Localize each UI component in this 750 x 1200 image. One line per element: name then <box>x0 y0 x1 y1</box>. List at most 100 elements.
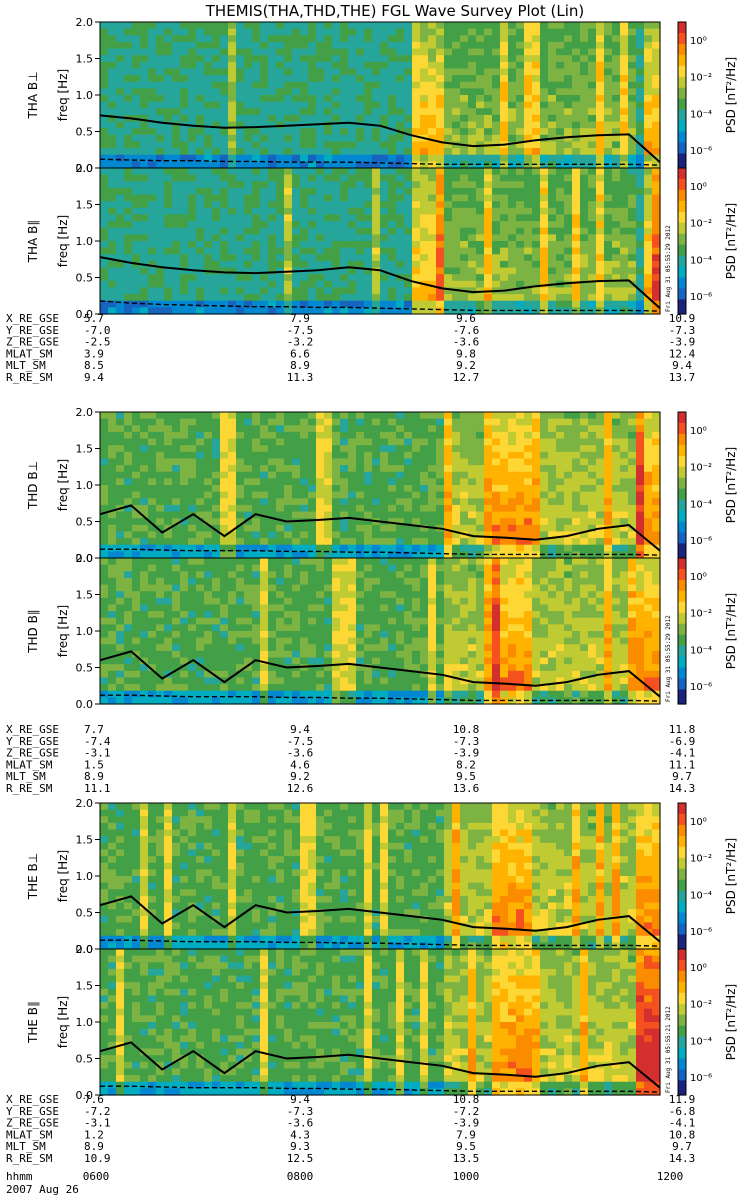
spectrogram-cell <box>636 35 645 43</box>
y-tick-label: 0.5 <box>76 516 94 529</box>
spectrogram-cell <box>596 445 605 453</box>
spectrogram-cell <box>556 458 565 466</box>
spectrogram-cell <box>116 558 125 566</box>
spectrogram-cell <box>188 201 197 209</box>
spectrogram-cell <box>644 221 653 229</box>
spectrogram-cell <box>532 280 541 289</box>
spectrogram-cell <box>468 491 477 499</box>
spectrogram-cell <box>228 551 237 559</box>
spectrogram-cell <box>468 201 477 209</box>
spectrogram-cell <box>236 498 245 506</box>
spectrogram-cell <box>324 128 333 136</box>
spectrogram-cell <box>604 465 613 473</box>
spectrogram-cell <box>116 431 125 440</box>
spectrogram-cell <box>460 294 469 302</box>
spectrogram-cell <box>516 518 525 526</box>
spectrogram-cell <box>148 538 157 546</box>
spectrogram-cell <box>108 207 117 216</box>
spectrogram-cell <box>612 254 621 262</box>
y-axis-label: freq [Hz] <box>56 69 70 121</box>
spectrogram-cell <box>556 425 565 433</box>
y-axis-label: freq [Hz] <box>56 215 70 267</box>
spectrogram-cell <box>548 41 557 50</box>
spectrogram-cell <box>428 511 437 519</box>
spectrogram-cell <box>468 194 477 202</box>
spectrogram-cell <box>124 504 133 513</box>
spectrogram-cell <box>460 544 469 552</box>
spectrogram-cell <box>564 22 573 30</box>
spectrogram-cell <box>476 254 485 262</box>
spectrogram-cell <box>244 227 253 235</box>
spectrogram-cell <box>580 128 589 136</box>
spectrogram-cell <box>196 418 205 426</box>
spectrogram-cell <box>332 254 341 262</box>
spectrogram-cell <box>412 438 421 446</box>
spectrogram-cell <box>300 518 309 526</box>
spectrogram-cell <box>220 187 229 196</box>
spectrogram-cell <box>204 81 213 89</box>
spectrogram-cell <box>148 577 157 586</box>
spectrogram-cell <box>636 41 645 50</box>
spectrogram-cell <box>452 498 461 506</box>
spectrogram-cell <box>300 418 309 426</box>
spectrogram-cell <box>332 458 341 466</box>
spectrogram-cell <box>444 518 453 526</box>
spectrogram-cell <box>116 438 125 446</box>
spectrogram-cell <box>548 254 557 262</box>
spectrogram-cell <box>356 294 365 302</box>
spectrogram-cell <box>644 68 653 76</box>
spectrogram-cell <box>164 478 173 486</box>
spectrogram-cell <box>268 267 277 275</box>
spectrogram-cell <box>276 35 285 43</box>
spectrogram-cell <box>132 148 141 156</box>
spectrogram-cell <box>572 61 581 70</box>
spectrogram-cell <box>284 22 293 30</box>
spectrogram-cell <box>452 524 461 533</box>
spectrogram-cell <box>500 194 509 202</box>
spectrogram-cell <box>508 425 517 433</box>
spectrogram-cell <box>468 478 477 486</box>
spectrogram-cell <box>484 260 493 269</box>
spectrogram-cell <box>460 485 469 493</box>
spectrogram-cell <box>596 438 605 446</box>
spectrogram-cell <box>364 108 373 116</box>
spectrogram-cell <box>228 101 237 109</box>
spectrogram-cell <box>380 300 389 308</box>
spectrogram-cell <box>332 128 341 136</box>
colorbar-segment <box>678 32 686 38</box>
spectrogram-cell <box>340 28 349 36</box>
spectrogram-cell <box>516 280 525 289</box>
spectrogram-cell <box>156 101 165 109</box>
spectrogram-cell <box>300 234 309 242</box>
spectrogram-cell <box>628 141 637 149</box>
colorbar-segment <box>678 415 686 420</box>
spectrogram-cell <box>228 181 237 189</box>
spectrogram-cell <box>548 181 557 189</box>
spectrogram-cell <box>148 95 157 103</box>
spectrogram-cell <box>468 300 477 308</box>
spectrogram-cell <box>572 148 581 156</box>
spectrogram-cell <box>476 491 485 499</box>
spectrogram-cell <box>172 81 181 89</box>
spectrogram-cell <box>460 307 469 315</box>
spectrogram-cell <box>604 425 613 433</box>
spectrogram-cell <box>156 41 165 50</box>
spectrogram-cell <box>276 148 285 156</box>
spectrogram-cell <box>220 544 229 552</box>
spectrogram-cell <box>140 214 149 222</box>
spectrogram-cell <box>332 431 341 440</box>
spectrogram-cell <box>364 35 373 43</box>
spectrogram-cell <box>148 101 157 109</box>
spectrogram-cell <box>124 418 133 426</box>
spectrogram-cell <box>204 28 213 36</box>
spectrogram-cell <box>380 544 389 552</box>
spectrogram-cell <box>244 161 253 169</box>
spectrogram-cell <box>204 154 213 162</box>
spectrogram-cell <box>172 154 181 162</box>
spectrogram-cell <box>516 438 525 446</box>
spectrogram-cell <box>484 108 493 116</box>
spectrogram-cell <box>164 604 173 612</box>
spectrogram-cell <box>156 234 165 242</box>
spectrogram-cell <box>420 451 429 460</box>
spectrogram-cell <box>348 108 357 116</box>
